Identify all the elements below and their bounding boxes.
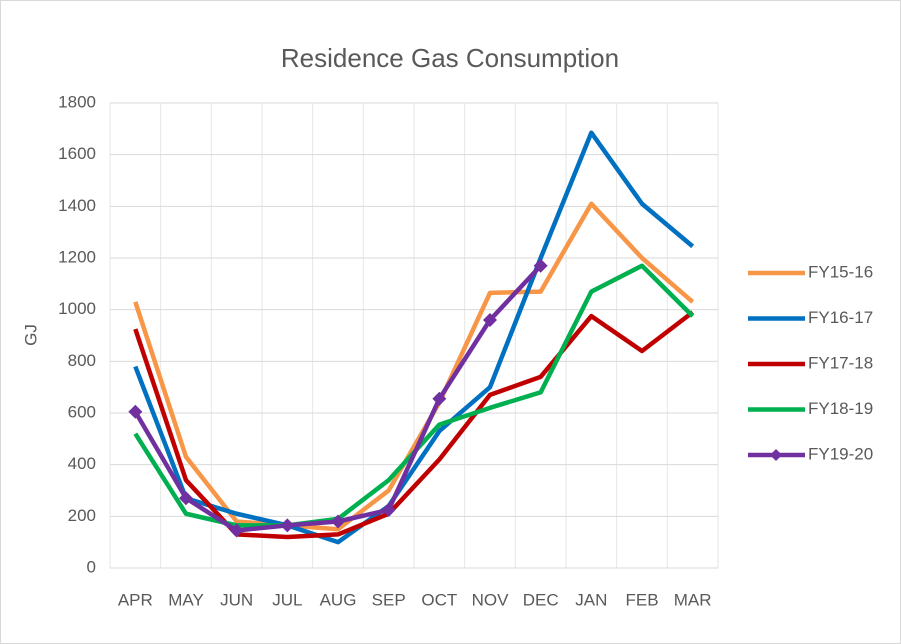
y-tick-label: 400 xyxy=(68,454,96,473)
x-tick-label: JAN xyxy=(575,590,607,609)
y-tick-label: 1000 xyxy=(58,299,96,318)
y-tick-label: 1800 xyxy=(58,92,96,111)
data-point xyxy=(533,258,548,273)
data-point xyxy=(229,523,244,538)
x-tick-label: NOV xyxy=(472,590,510,609)
series-line xyxy=(133,130,695,545)
data-point xyxy=(483,313,497,327)
y-tick-label: 1600 xyxy=(58,144,96,163)
y-tick-label: 0 xyxy=(87,557,96,576)
legend-label: FY17-18 xyxy=(808,353,873,372)
data-point xyxy=(128,404,143,419)
x-tick-label: MAR xyxy=(674,590,712,609)
data-point xyxy=(179,491,193,506)
x-tick-label: OCT xyxy=(421,590,457,609)
y-tick-label: 1400 xyxy=(58,196,96,215)
x-tick-label: JUL xyxy=(272,590,302,609)
x-tick-label: AUG xyxy=(320,590,357,609)
y-tick-label: 800 xyxy=(68,351,96,370)
data-point xyxy=(280,518,295,533)
data-point xyxy=(331,514,345,529)
legend-label: FY16-17 xyxy=(808,308,873,327)
data-point xyxy=(381,502,396,517)
y-axis-label: GJ xyxy=(21,324,40,346)
y-tick-label: 200 xyxy=(68,506,96,525)
x-tick-label: SEP xyxy=(372,590,406,609)
x-tick-label: DEC xyxy=(523,590,559,609)
legend-marker xyxy=(770,449,782,461)
x-tick-label: APR xyxy=(118,590,153,609)
x-tick-label: JUN xyxy=(220,590,253,609)
chart-title: Residence Gas Consumption xyxy=(281,43,619,73)
legend-label: FY15-16 xyxy=(808,262,873,281)
legend-label: FY19-20 xyxy=(808,444,873,463)
data-point xyxy=(432,391,447,406)
x-tick-label: FEB xyxy=(625,590,658,609)
y-tick-label: 1200 xyxy=(58,247,96,266)
legend-label: FY18-19 xyxy=(808,399,873,418)
y-tick-label: 600 xyxy=(68,402,96,421)
x-tick-label: MAY xyxy=(168,590,204,609)
